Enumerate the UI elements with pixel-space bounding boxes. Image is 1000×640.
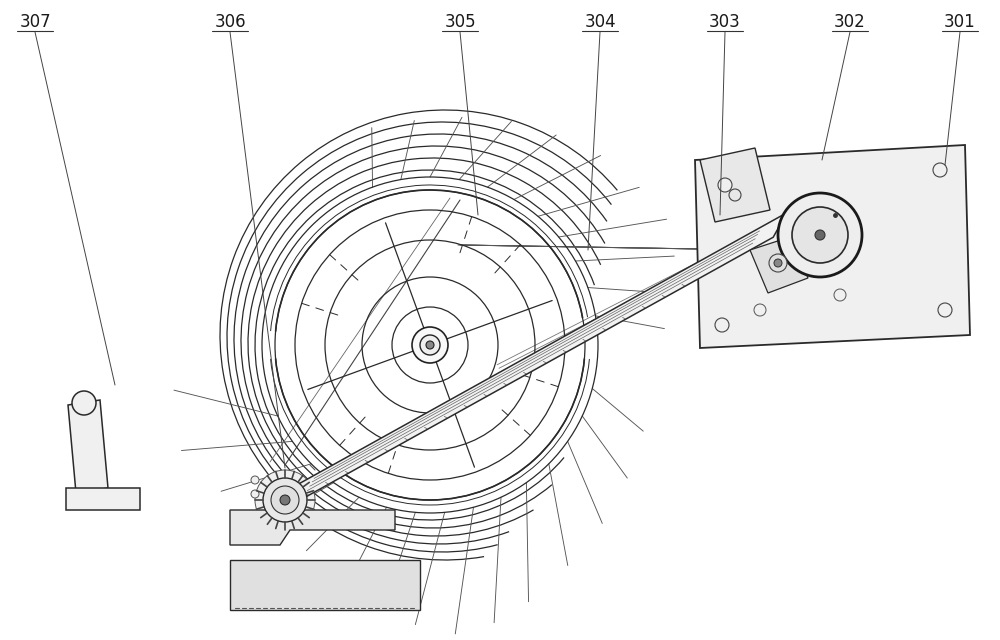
Circle shape (718, 178, 732, 192)
Circle shape (420, 335, 440, 355)
Polygon shape (700, 148, 770, 222)
Circle shape (72, 391, 96, 415)
Circle shape (280, 495, 290, 505)
Circle shape (769, 254, 787, 272)
Text: 304: 304 (584, 13, 616, 31)
Circle shape (251, 490, 259, 498)
Circle shape (251, 476, 259, 484)
Circle shape (263, 478, 307, 522)
Circle shape (412, 327, 448, 363)
Polygon shape (230, 560, 420, 610)
Polygon shape (66, 488, 140, 510)
Circle shape (729, 189, 741, 201)
Text: 307: 307 (19, 13, 51, 31)
Text: 302: 302 (834, 13, 866, 31)
Circle shape (271, 486, 299, 514)
Text: 305: 305 (444, 13, 476, 31)
Polygon shape (68, 400, 108, 493)
Circle shape (815, 230, 825, 240)
Circle shape (426, 341, 434, 349)
Polygon shape (278, 212, 787, 512)
Circle shape (774, 259, 782, 267)
Circle shape (778, 193, 862, 277)
Circle shape (933, 163, 947, 177)
Circle shape (792, 207, 848, 263)
Text: 301: 301 (944, 13, 976, 31)
Polygon shape (695, 145, 970, 348)
Polygon shape (750, 237, 808, 293)
Circle shape (754, 304, 766, 316)
Circle shape (715, 318, 729, 332)
Text: 306: 306 (214, 13, 246, 31)
Circle shape (255, 470, 315, 530)
Circle shape (834, 289, 846, 301)
Text: 303: 303 (709, 13, 741, 31)
Circle shape (938, 303, 952, 317)
Circle shape (814, 262, 826, 274)
Polygon shape (230, 510, 395, 545)
